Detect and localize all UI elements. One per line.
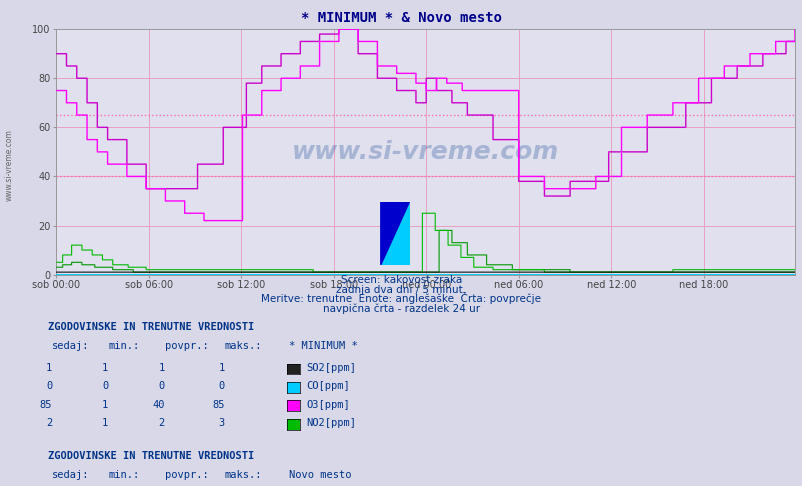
Text: 85: 85 — [212, 400, 225, 410]
Text: * MINIMUM *: * MINIMUM * — [289, 341, 358, 351]
Text: Novo mesto: Novo mesto — [289, 470, 351, 480]
Text: 85: 85 — [39, 400, 52, 410]
Text: 2: 2 — [46, 418, 52, 428]
Text: 1: 1 — [102, 400, 108, 410]
Text: SO2[ppm]: SO2[ppm] — [306, 363, 356, 373]
Text: www.si-vreme.com: www.si-vreme.com — [5, 129, 14, 201]
Text: maks.:: maks.: — [225, 470, 262, 480]
Polygon shape — [380, 202, 409, 265]
Text: ZGODOVINSKE IN TRENUTNE VREDNOSTI: ZGODOVINSKE IN TRENUTNE VREDNOSTI — [48, 323, 254, 332]
Text: 2: 2 — [158, 418, 164, 428]
Text: 1: 1 — [102, 363, 108, 373]
Text: Meritve: trenutne  Enote: anglešaške  Črta: povprečje: Meritve: trenutne Enote: anglešaške Črta… — [261, 292, 541, 304]
Text: navpična črta - razdelek 24 ur: navpična črta - razdelek 24 ur — [322, 304, 480, 314]
Polygon shape — [380, 202, 409, 265]
Text: * MINIMUM * & Novo mesto: * MINIMUM * & Novo mesto — [301, 12, 501, 25]
Text: CO[ppm]: CO[ppm] — [306, 382, 350, 391]
Text: 1: 1 — [218, 363, 225, 373]
Text: ZGODOVINSKE IN TRENUTNE VREDNOSTI: ZGODOVINSKE IN TRENUTNE VREDNOSTI — [48, 451, 254, 461]
Text: 3: 3 — [218, 418, 225, 428]
Text: NO2[ppm]: NO2[ppm] — [306, 418, 356, 428]
Text: 0: 0 — [102, 382, 108, 391]
Text: 1: 1 — [158, 363, 164, 373]
Text: 0: 0 — [158, 382, 164, 391]
Text: Screen: kakovost zraka: Screen: kakovost zraka — [341, 275, 461, 285]
Text: 1: 1 — [102, 418, 108, 428]
Text: 0: 0 — [46, 382, 52, 391]
Text: O3[ppm]: O3[ppm] — [306, 400, 350, 410]
Text: maks.:: maks.: — [225, 341, 262, 351]
Text: povpr.:: povpr.: — [164, 470, 208, 480]
Text: 1: 1 — [46, 363, 52, 373]
Text: sedaj:: sedaj: — [52, 470, 90, 480]
Text: min.:: min.: — [108, 341, 140, 351]
Text: www.si-vreme.com: www.si-vreme.com — [292, 140, 558, 164]
Text: povpr.:: povpr.: — [164, 341, 208, 351]
Text: min.:: min.: — [108, 470, 140, 480]
Text: sedaj:: sedaj: — [52, 341, 90, 351]
Text: 40: 40 — [152, 400, 164, 410]
Text: 0: 0 — [218, 382, 225, 391]
Text: zadnja dva dni / 5 minut.: zadnja dva dni / 5 minut. — [336, 285, 466, 295]
